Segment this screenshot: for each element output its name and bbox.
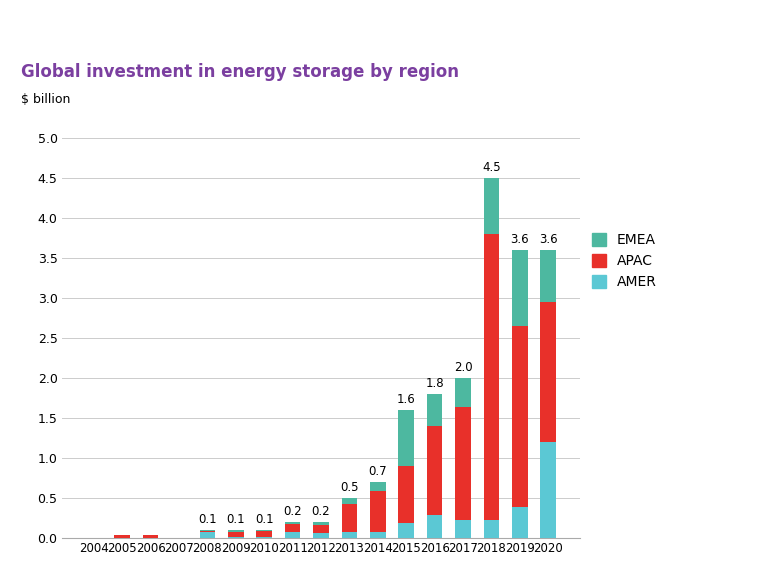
Text: 0.2: 0.2 [312, 505, 330, 518]
Bar [143, 535, 158, 538]
Legend: EMEA, APAC, AMER: EMEA, APAC, AMER [591, 233, 656, 289]
Text: 0.1: 0.1 [226, 513, 245, 526]
Bar [228, 537, 244, 538]
Bar [427, 515, 442, 538]
Text: 1.8: 1.8 [426, 377, 444, 390]
Bar [285, 532, 300, 538]
Bar [512, 326, 528, 507]
Text: 0.5: 0.5 [340, 481, 358, 494]
Bar [512, 507, 528, 538]
Bar [285, 524, 300, 532]
Bar [342, 498, 358, 504]
Text: $ billion: $ billion [21, 93, 70, 106]
Text: 0.7: 0.7 [368, 465, 387, 478]
Text: 0.2: 0.2 [283, 505, 302, 518]
Bar [199, 532, 215, 538]
Bar [427, 426, 442, 515]
Bar [540, 442, 556, 538]
Bar [342, 532, 358, 538]
Bar [313, 533, 329, 538]
Bar [285, 522, 300, 524]
Text: 1.6: 1.6 [397, 393, 416, 406]
Text: 2.0: 2.0 [454, 361, 472, 374]
Bar [370, 491, 386, 532]
Bar [257, 531, 272, 537]
Bar [370, 532, 386, 538]
Bar [257, 537, 272, 538]
Text: 0.1: 0.1 [255, 513, 274, 526]
Bar [398, 410, 414, 466]
Bar [257, 530, 272, 531]
Bar [313, 522, 329, 525]
Text: 4.5: 4.5 [482, 161, 500, 174]
Bar [228, 530, 244, 532]
Bar [455, 378, 471, 407]
Bar [455, 520, 471, 538]
Text: 3.6: 3.6 [510, 233, 529, 246]
Bar [313, 525, 329, 533]
Bar [512, 250, 528, 326]
Bar [540, 250, 556, 302]
Text: Global investment in energy storage by region: Global investment in energy storage by r… [21, 63, 459, 81]
Bar [342, 504, 358, 532]
Bar [484, 234, 499, 520]
Bar [115, 535, 130, 538]
Bar [540, 302, 556, 442]
Bar [228, 532, 244, 537]
Bar [427, 394, 442, 426]
Text: 0.1: 0.1 [198, 513, 217, 526]
Bar [484, 520, 499, 538]
Bar [484, 178, 499, 234]
Bar [398, 523, 414, 538]
Bar [199, 531, 215, 532]
Bar [455, 407, 471, 520]
Bar [370, 482, 386, 491]
Text: 3.6: 3.6 [539, 233, 558, 246]
Bar [199, 530, 215, 531]
Bar [398, 466, 414, 523]
